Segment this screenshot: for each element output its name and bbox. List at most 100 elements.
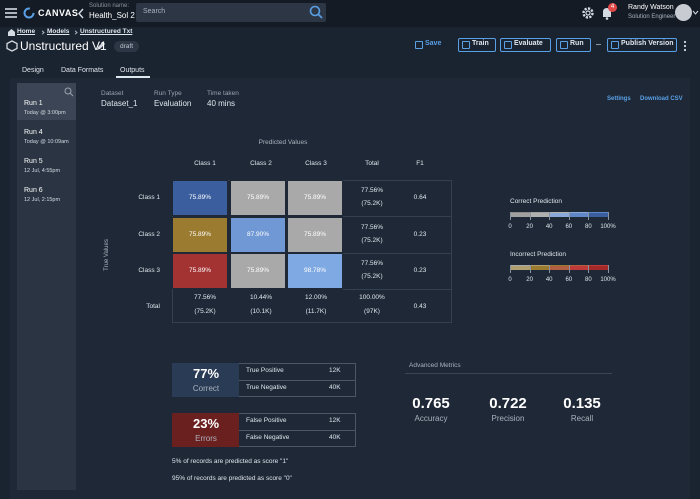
solution-name: Health_Sol 2 <box>89 11 135 20</box>
column-header: Total <box>365 160 379 167</box>
legend-title: Incorrect Prediction <box>510 251 566 258</box>
row-total-count: (75.2K) <box>361 237 383 244</box>
metrics-title: Advanced Metrics <box>409 362 461 369</box>
row-total: 77.56% <box>360 260 384 267</box>
summary-block <box>172 413 239 447</box>
row-total: 77.56% <box>360 187 384 194</box>
matrix-title: Predicted Values <box>258 139 308 146</box>
action-icon <box>462 41 470 49</box>
summary-row-value: 12K <box>329 367 341 374</box>
summary-percent: 77% <box>192 366 220 381</box>
tab-underline <box>116 76 150 78</box>
edit-icon[interactable] <box>96 41 106 51</box>
summary-row-label: True Negative <box>246 384 287 391</box>
tab[interactable]: Data Formats <box>61 67 104 74</box>
summary-block <box>172 363 239 397</box>
note: 5% of records are predicted as score "1" <box>172 458 289 465</box>
legend-tick-label: 0 <box>508 224 512 230</box>
legend-tick-label: 20 <box>526 277 533 283</box>
summary-label: Correct <box>192 384 220 393</box>
column-total-count: (97K) <box>364 308 380 315</box>
action-button[interactable] <box>458 38 496 52</box>
action-button[interactable] <box>607 38 677 52</box>
info-value: 40 mins <box>207 99 236 108</box>
legend-tick-label: 100% <box>600 277 616 283</box>
metric-value: 0.765 <box>412 395 450 412</box>
search-placeholder[interactable]: Search <box>143 8 166 15</box>
row-divider <box>343 253 452 254</box>
matrix-cell <box>172 180 228 216</box>
action-label[interactable]: Publish Version <box>621 40 674 47</box>
kebab-icon[interactable] <box>683 40 687 52</box>
legend-tick <box>510 212 511 220</box>
run-name[interactable]: Run 4 <box>24 129 43 136</box>
info-value: Dataset_1 <box>101 99 138 108</box>
info-label: Dataset <box>101 90 124 97</box>
legend-tick-label: 80 <box>585 224 592 230</box>
settings-icon[interactable] <box>581 6 595 20</box>
matrix-cell <box>287 180 343 216</box>
cell-value: 75.89% <box>246 267 270 274</box>
run-time: 12 Jul, 4:55pm <box>24 168 61 174</box>
breadcrumb-link[interactable]: Unstructured Txt <box>80 28 133 35</box>
avatar[interactable] <box>675 4 692 21</box>
legend-tick <box>549 265 551 273</box>
action-label[interactable]: Save <box>425 40 442 47</box>
metric-value: 0.135 <box>563 395 601 412</box>
solution-label: Solution name: <box>89 3 130 9</box>
legend-tick-label: 80 <box>585 277 592 283</box>
content-panel <box>10 78 690 499</box>
search-icon[interactable] <box>309 5 323 19</box>
back-icon[interactable] <box>77 8 85 19</box>
tab[interactable]: Outputs <box>120 67 145 74</box>
action-button[interactable] <box>500 38 551 52</box>
link[interactable]: Settings <box>607 96 631 102</box>
run-time: 12 Jul, 2:15pm <box>24 197 61 203</box>
menu-icon[interactable] <box>4 7 18 19</box>
legend-tick <box>568 265 570 273</box>
action-label[interactable]: Train <box>472 40 489 47</box>
cell-value: 75.89% <box>303 194 327 201</box>
legend-segment <box>529 265 550 270</box>
legend-segment <box>568 265 589 270</box>
metric-label: Recall <box>570 414 594 423</box>
legend-segment <box>568 212 589 217</box>
matrix-cell <box>172 253 228 289</box>
legend-segment <box>510 265 530 270</box>
column-header: F1 <box>416 160 424 167</box>
cell-value: 98.78% <box>303 267 327 274</box>
run-list <box>17 83 76 490</box>
summary-row-value: 40K <box>329 384 341 391</box>
notification-badge <box>608 3 617 12</box>
summary-label: Errors <box>195 434 217 443</box>
legend-tick <box>549 212 551 220</box>
matrix-cell <box>230 180 286 216</box>
user-menu-icon[interactable] <box>692 10 699 16</box>
row-f1: 0.23 <box>413 267 427 274</box>
legend-tick <box>608 265 609 273</box>
row-total-count: (75.2K) <box>361 273 383 280</box>
tab[interactable]: Design <box>22 67 44 74</box>
breadcrumb-link[interactable]: Home <box>17 28 36 35</box>
breadcrumb-sep <box>73 30 78 35</box>
legend-title: Correct Prediction <box>510 198 563 205</box>
breadcrumb-link[interactable]: Models <box>47 28 70 35</box>
total-f1: 0.43 <box>413 303 427 310</box>
matrix-cell <box>230 253 286 289</box>
notification-count: 4 <box>610 3 615 10</box>
top-bar <box>0 0 700 27</box>
summary-percent: 23% <box>192 416 220 431</box>
cell-value: 75.89% <box>188 194 212 201</box>
action-label[interactable]: Run <box>570 40 584 47</box>
action-button[interactable] <box>556 38 591 52</box>
search-box[interactable] <box>136 3 326 22</box>
home-icon <box>8 29 15 36</box>
action-label[interactable]: Evaluate <box>514 40 543 47</box>
run-name[interactable]: Run 5 <box>24 158 43 165</box>
run-name[interactable]: Run 1 <box>24 100 43 107</box>
run-name[interactable]: Run 6 <box>24 187 43 194</box>
link[interactable]: Download CSV <box>640 96 683 102</box>
info-label: Run Type <box>154 90 182 97</box>
run-search-icon[interactable] <box>64 87 74 97</box>
